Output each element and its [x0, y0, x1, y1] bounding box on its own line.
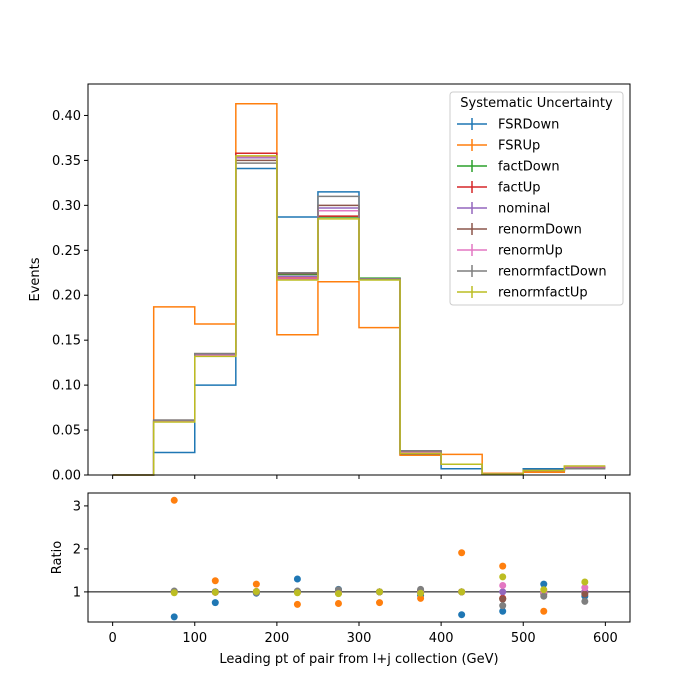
ratio-point [293, 575, 301, 583]
ratio-x-tick-label: 400 [429, 631, 454, 646]
legend-entry-factdown: factDown [457, 160, 560, 175]
legend-title: Systematic Uncertainty [460, 96, 613, 111]
legend-label: renormfactUp [498, 286, 588, 301]
ratio-point [293, 589, 301, 597]
ratio-point [334, 600, 342, 608]
legend-label: FSRDown [498, 118, 559, 133]
histogram-line-renormfactup [112, 155, 606, 476]
legend-entry-renormup: renormUp [457, 244, 563, 259]
histogram-y-tick-label: 0.20 [52, 289, 81, 304]
ratio-point [376, 599, 384, 607]
ratio-point [170, 496, 178, 504]
ratio-point [499, 573, 507, 581]
histogram-y-tick-label: 0.10 [52, 379, 81, 394]
ratio-y-tick-label: 1 [73, 585, 81, 600]
histogram-panel: 0.00 0.05 0.10 0.15 0.20 0.25 0.30 0.35 0.40 Eve… [28, 83, 631, 484]
ratio-point [581, 578, 589, 586]
ratio-x-tick-label: 300 [347, 631, 372, 646]
ratio-point [211, 599, 219, 607]
histogram-y-tick-label: 0.15 [52, 334, 81, 349]
ratio-y-tick-label: 3 [73, 499, 81, 514]
ratio-point [170, 589, 178, 597]
ratio-plot-area [88, 496, 630, 621]
histogram-y-tick-label: 0.00 [52, 469, 81, 484]
ratio-series-fsrup [170, 496, 589, 615]
ratio-x-tick-label: 600 [593, 631, 618, 646]
legend-label: FSRUp [498, 139, 540, 154]
histogram-y-axis-label: Events [28, 257, 43, 301]
ratio-point [499, 581, 507, 589]
ratio-point [417, 594, 425, 602]
ratio-y-axis-label: Ratio [50, 541, 65, 574]
ratio-point [211, 577, 219, 585]
ratio-point [499, 588, 507, 596]
histogram-y-tick-label: 0.30 [52, 199, 81, 214]
histogram-plot-area [112, 103, 606, 476]
legend-entry-nominal: nominal [457, 202, 550, 217]
ratio-point [252, 587, 260, 595]
legend-entry-fsrdown: FSRDown [457, 118, 559, 133]
ratio-point [252, 580, 260, 588]
legend-label: renormDown [498, 223, 582, 238]
histogram-y-tick-label: 0.25 [52, 244, 81, 259]
ratio-point [540, 580, 548, 588]
legend-label: renormUp [498, 244, 563, 259]
x-axis-label: Leading pt of pair from l+j collection (… [219, 652, 498, 667]
ratio-point [540, 586, 548, 594]
legend-entry-renormfactup: renormfactUp [457, 286, 588, 301]
ratio-point [334, 590, 342, 598]
ratio-point [499, 562, 507, 570]
legend-entry-factup: factUp [457, 181, 541, 196]
histogram-y-ticks: 0.00 0.05 0.10 0.15 0.20 0.25 0.30 0.35 0.40 [52, 109, 88, 484]
legend-entry-fsrup: FSRUp [457, 139, 540, 154]
legend-entries: FSRDown FSRUp factDown factUp nominal renormD… [457, 118, 607, 301]
ratio-point [499, 602, 507, 610]
histogram-x-ticks [112, 475, 606, 479]
ratio-point [458, 611, 466, 619]
ratio-x-tick-label: 0 [108, 631, 116, 646]
ratio-point [581, 590, 589, 598]
ratio-point [458, 588, 466, 596]
ratio-x-tick-label: 500 [511, 631, 536, 646]
ratio-point [417, 589, 425, 597]
ratio-x-tick-label: 100 [182, 631, 207, 646]
histogram-y-tick-label: 0.35 [52, 154, 81, 169]
histogram-y-tick-label: 0.05 [52, 424, 81, 439]
ratio-point [499, 595, 507, 603]
ratio-point [540, 607, 548, 615]
legend: Systematic Uncertainty FSRDown FSRUp factD… [449, 91, 624, 306]
ratio-point [458, 549, 466, 557]
ratio-point [581, 597, 589, 605]
histogram-y-tick-label: 0.40 [52, 109, 81, 124]
legend-label: nominal [498, 202, 550, 217]
ratio-x-ticks: 0 100 200 300 400 500 600 [108, 622, 618, 646]
legend-box [449, 91, 624, 306]
legend-label: factDown [498, 160, 560, 175]
ratio-point [170, 613, 178, 621]
legend-label: factUp [498, 181, 541, 196]
ratio-x-tick-label: 200 [264, 631, 289, 646]
ratio-y-ticks: 1 2 3 [73, 499, 88, 600]
legend-entry-renormdown: renormDown [457, 223, 582, 238]
ratio-point [293, 600, 301, 608]
ratio-series-renormfactup [170, 573, 589, 598]
legend-entry-renormfactdown: renormfactDown [457, 265, 607, 280]
ratio-point [540, 592, 548, 600]
legend-label: renormfactDown [498, 265, 607, 280]
ratio-point [211, 588, 219, 596]
ratio-point [499, 607, 507, 615]
ratio-y-tick-label: 2 [73, 542, 81, 557]
ratio-point [376, 588, 384, 596]
ratio-point [581, 584, 589, 592]
ratio-panel: 1 2 3 0 100 200 300 400 500 600 Ratio Leading pt… [50, 492, 631, 667]
